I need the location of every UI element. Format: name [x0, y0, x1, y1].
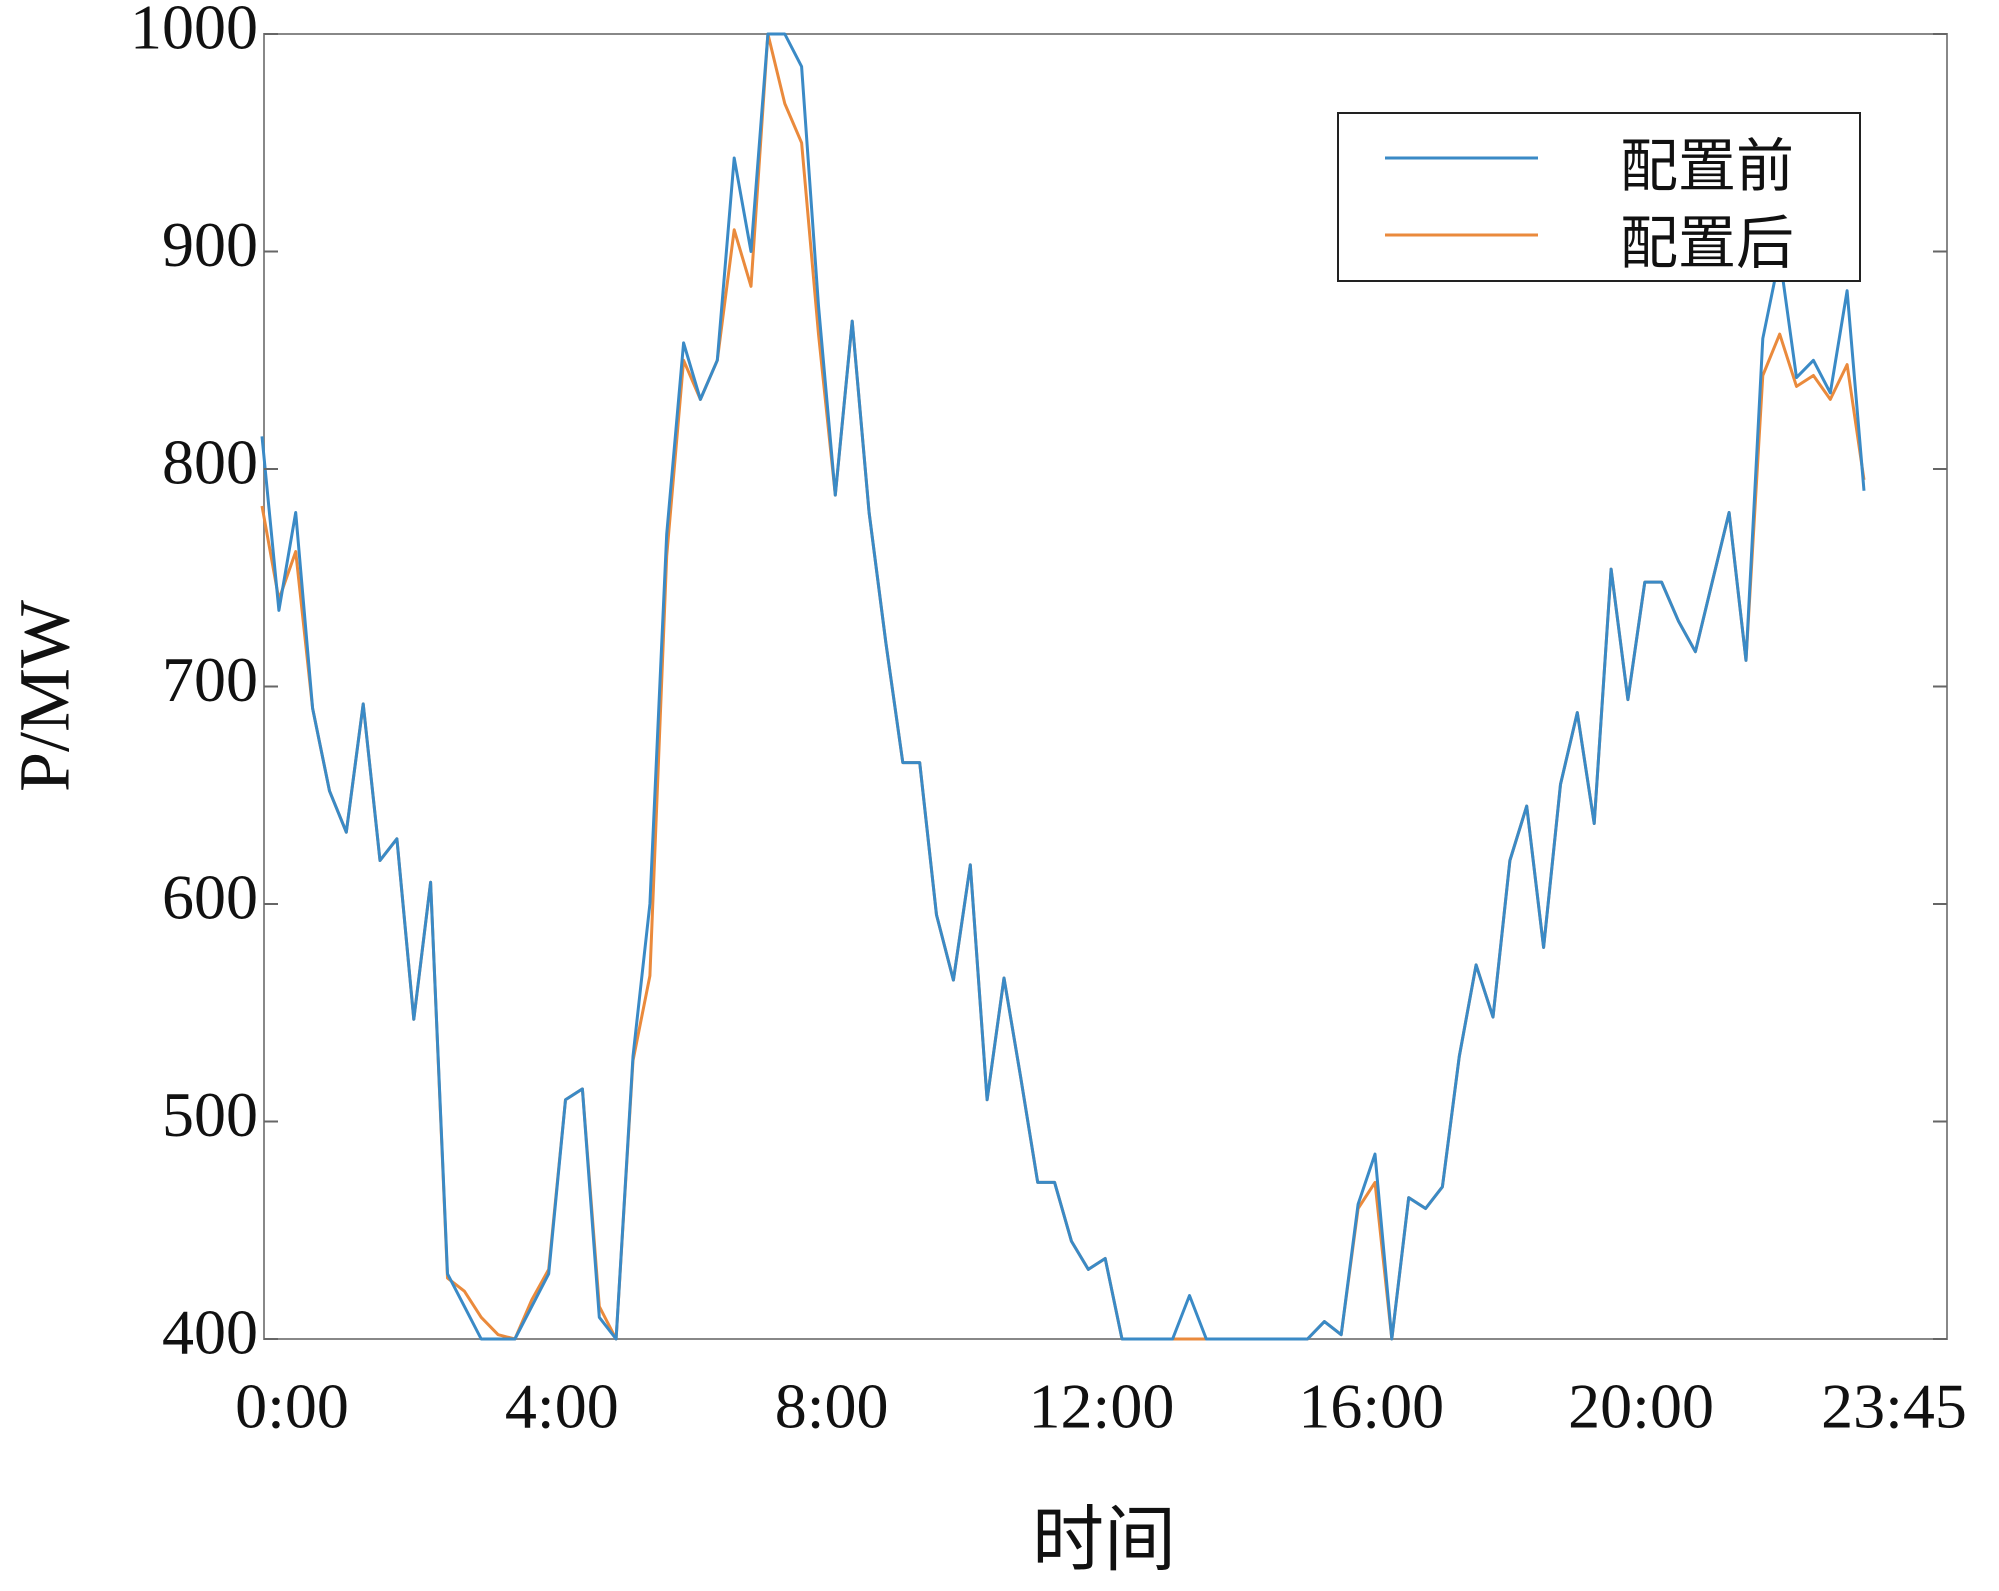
x-axis-title: 时间 [1032, 1498, 1176, 1582]
series-line [260, 32, 1866, 1341]
legend-label: 配置前 [1620, 132, 1794, 200]
y-tick-label: 700 [162, 644, 258, 715]
x-tick-label: 23:45 [1821, 1371, 1967, 1442]
y-tick-label: 400 [162, 1297, 258, 1368]
y-axis-title: P/MW [5, 600, 85, 792]
x-tick-label: 16:00 [1298, 1371, 1444, 1442]
plot-area [260, 32, 1866, 1341]
x-tick-label: 8:00 [775, 1371, 889, 1442]
legend-label: 配置后 [1620, 209, 1794, 277]
y-tick-label: 500 [162, 1079, 258, 1150]
y-tick-label: 800 [162, 427, 258, 498]
y-tick-label: 900 [162, 209, 258, 280]
y-tick-label: 600 [162, 862, 258, 933]
x-tick-label: 12:00 [1029, 1371, 1175, 1442]
x-tick-label: 20:00 [1568, 1371, 1714, 1442]
y-tick-label: 1000 [130, 0, 258, 63]
x-tick-label: 0:00 [235, 1371, 349, 1442]
x-tick-label: 4:00 [505, 1371, 619, 1442]
legend-box [1337, 112, 1861, 282]
